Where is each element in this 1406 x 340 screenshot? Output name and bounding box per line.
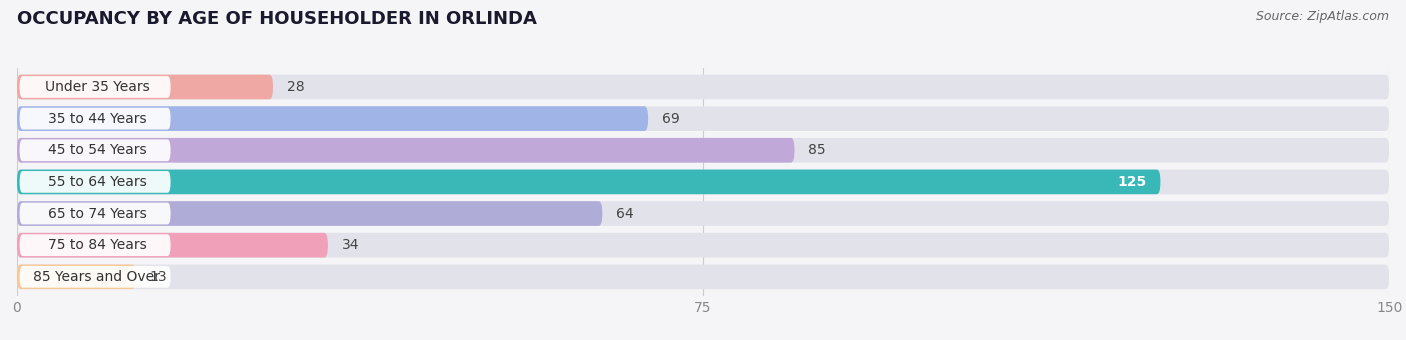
- FancyBboxPatch shape: [17, 265, 1389, 289]
- FancyBboxPatch shape: [17, 106, 1389, 131]
- FancyBboxPatch shape: [20, 108, 170, 130]
- FancyBboxPatch shape: [20, 171, 170, 193]
- Text: 55 to 64 Years: 55 to 64 Years: [48, 175, 146, 189]
- FancyBboxPatch shape: [17, 201, 1389, 226]
- Text: 28: 28: [287, 80, 304, 94]
- FancyBboxPatch shape: [17, 138, 1389, 163]
- Text: 85: 85: [808, 143, 825, 157]
- FancyBboxPatch shape: [20, 139, 170, 161]
- Text: 35 to 44 Years: 35 to 44 Years: [48, 112, 146, 125]
- FancyBboxPatch shape: [17, 233, 1389, 257]
- Text: 75 to 84 Years: 75 to 84 Years: [48, 238, 146, 252]
- Text: 85 Years and Over: 85 Years and Over: [34, 270, 160, 284]
- Text: Source: ZipAtlas.com: Source: ZipAtlas.com: [1256, 10, 1389, 23]
- FancyBboxPatch shape: [20, 266, 170, 288]
- Text: 34: 34: [342, 238, 359, 252]
- Text: Under 35 Years: Under 35 Years: [45, 80, 149, 94]
- FancyBboxPatch shape: [17, 75, 1389, 99]
- Text: OCCUPANCY BY AGE OF HOUSEHOLDER IN ORLINDA: OCCUPANCY BY AGE OF HOUSEHOLDER IN ORLIN…: [17, 10, 537, 28]
- FancyBboxPatch shape: [17, 75, 273, 99]
- FancyBboxPatch shape: [20, 234, 170, 256]
- FancyBboxPatch shape: [20, 76, 170, 98]
- FancyBboxPatch shape: [17, 201, 602, 226]
- FancyBboxPatch shape: [17, 106, 648, 131]
- FancyBboxPatch shape: [20, 203, 170, 224]
- FancyBboxPatch shape: [17, 138, 794, 163]
- FancyBboxPatch shape: [17, 170, 1389, 194]
- FancyBboxPatch shape: [17, 233, 328, 257]
- FancyBboxPatch shape: [17, 265, 136, 289]
- FancyBboxPatch shape: [17, 170, 1160, 194]
- Text: 64: 64: [616, 206, 634, 221]
- Text: 45 to 54 Years: 45 to 54 Years: [48, 143, 146, 157]
- Text: 69: 69: [662, 112, 679, 125]
- Text: 125: 125: [1118, 175, 1147, 189]
- Text: 65 to 74 Years: 65 to 74 Years: [48, 206, 146, 221]
- Text: 13: 13: [149, 270, 167, 284]
